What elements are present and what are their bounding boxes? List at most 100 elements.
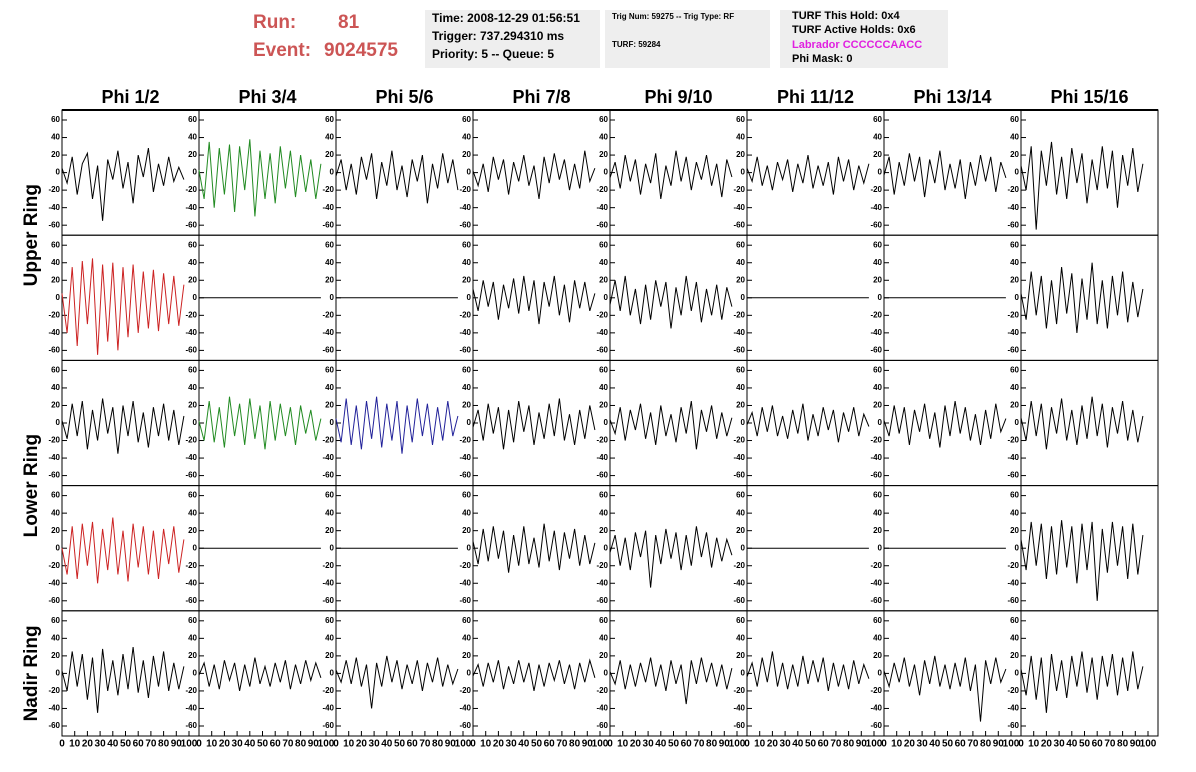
column-label: Phi 5/6 <box>375 87 433 107</box>
y-tick-label: -20 <box>1007 310 1019 319</box>
column-label: Phi 15/16 <box>1050 87 1128 107</box>
y-tick-label: -20 <box>322 686 334 695</box>
x-tick-label: 80 <box>706 739 718 750</box>
y-tick-label: 40 <box>462 508 471 517</box>
y-tick-label: 0 <box>1015 669 1020 678</box>
y-tick-label: 0 <box>604 669 609 678</box>
y-tick-label: -40 <box>1007 203 1019 212</box>
y-tick-label: 40 <box>325 258 334 267</box>
y-tick-label: 20 <box>599 651 608 660</box>
x-tick-label: 80 <box>158 739 170 750</box>
x-tick-label: 90 <box>856 739 868 750</box>
y-tick-label: 60 <box>325 616 334 625</box>
y-tick-label: -20 <box>596 310 608 319</box>
waveform <box>472 275 596 325</box>
y-tick-label: 40 <box>51 508 60 517</box>
x-tick-label: 40 <box>929 739 941 750</box>
x-tick-label: 0 <box>196 739 202 750</box>
x-tick-label: 40 <box>792 739 804 750</box>
x-tick-label: 20 <box>1041 739 1053 750</box>
y-tick-label: -20 <box>596 436 608 445</box>
y-tick-label: 20 <box>51 651 60 660</box>
x-tick-label: 50 <box>394 739 406 750</box>
waveform <box>61 148 185 221</box>
x-tick-label: 90 <box>171 739 183 750</box>
waveform <box>198 657 322 691</box>
x-tick-label: 20 <box>219 739 231 750</box>
y-tick-label: -40 <box>459 578 471 587</box>
y-tick-label: -60 <box>48 220 60 229</box>
y-tick-label: -60 <box>596 220 608 229</box>
y-tick-label: 0 <box>878 293 883 302</box>
y-tick-label: -60 <box>733 596 745 605</box>
x-tick-label: 0 <box>470 739 476 750</box>
y-tick-label: 60 <box>462 366 471 375</box>
y-tick-label: 60 <box>188 115 197 124</box>
y-tick-label: 40 <box>188 383 197 392</box>
waveform <box>472 658 596 691</box>
y-tick-label: -20 <box>459 310 471 319</box>
x-tick-label: 10 <box>617 739 629 750</box>
y-tick-label: -40 <box>596 578 608 587</box>
y-tick-label: -60 <box>459 345 471 354</box>
y-tick-label: 60 <box>51 240 60 249</box>
y-tick-label: -60 <box>185 220 197 229</box>
waveform <box>1020 651 1144 713</box>
y-tick-label: 20 <box>599 526 608 535</box>
y-tick-label: -20 <box>870 561 882 570</box>
y-tick-label: 40 <box>599 383 608 392</box>
y-tick-label: 20 <box>188 401 197 410</box>
y-tick-label: 60 <box>736 366 745 375</box>
column-label: Phi 3/4 <box>238 87 296 107</box>
y-tick-label: 60 <box>873 616 882 625</box>
x-tick-label: 40 <box>107 739 119 750</box>
y-tick-label: -20 <box>733 561 745 570</box>
y-tick-label: -40 <box>870 704 882 713</box>
y-tick-label: 20 <box>51 150 60 159</box>
waveform <box>1020 396 1144 450</box>
y-tick-label: -60 <box>733 345 745 354</box>
x-tick-label: 10 <box>343 739 355 750</box>
y-tick-label: 0 <box>330 669 335 678</box>
run-label: Run: <box>253 12 296 33</box>
y-tick-label: 0 <box>741 293 746 302</box>
y-tick-label: -40 <box>733 203 745 212</box>
y-tick-label: 20 <box>873 150 882 159</box>
y-tick-label: 60 <box>599 616 608 625</box>
y-tick-label: -60 <box>185 721 197 730</box>
y-tick-label: 0 <box>604 543 609 552</box>
y-tick-label: -60 <box>322 721 334 730</box>
y-tick-label: -20 <box>459 436 471 445</box>
y-tick-label: -60 <box>1007 471 1019 480</box>
x-tick-label: 90 <box>582 739 594 750</box>
y-tick-label: 40 <box>325 508 334 517</box>
y-tick-label: -20 <box>48 185 60 194</box>
x-tick-label: 80 <box>569 739 581 750</box>
x-tick-label: 10 <box>891 739 903 750</box>
trig-num: Trig Num: 59275 -- Trig Type: RF <box>612 12 734 21</box>
turf-active: TURF Active Holds: 0x6 <box>792 24 916 36</box>
y-tick-label: 20 <box>1010 526 1019 535</box>
x-tick-label: 20 <box>904 739 916 750</box>
y-tick-label: 20 <box>736 526 745 535</box>
y-tick-label: -40 <box>48 704 60 713</box>
y-tick-label: -20 <box>870 185 882 194</box>
info-box <box>425 10 600 68</box>
turf-hold: TURF This Hold: 0x4 <box>792 10 900 22</box>
waveform <box>61 647 185 713</box>
y-tick-label: 0 <box>1015 418 1020 427</box>
y-tick-label: -60 <box>596 596 608 605</box>
y-tick-label: 20 <box>188 651 197 660</box>
x-tick-label: 60 <box>681 739 693 750</box>
x-tick-label: 60 <box>270 739 282 750</box>
y-tick-label: 0 <box>56 168 61 177</box>
y-tick-label: -40 <box>459 328 471 337</box>
waveform <box>1020 262 1144 333</box>
y-tick-label: 40 <box>1010 133 1019 142</box>
y-tick-label: -40 <box>733 328 745 337</box>
y-tick-label: 40 <box>599 508 608 517</box>
y-tick-label: -60 <box>733 471 745 480</box>
y-tick-label: -40 <box>870 328 882 337</box>
x-tick-label: 60 <box>955 739 967 750</box>
y-tick-label: 20 <box>462 275 471 284</box>
